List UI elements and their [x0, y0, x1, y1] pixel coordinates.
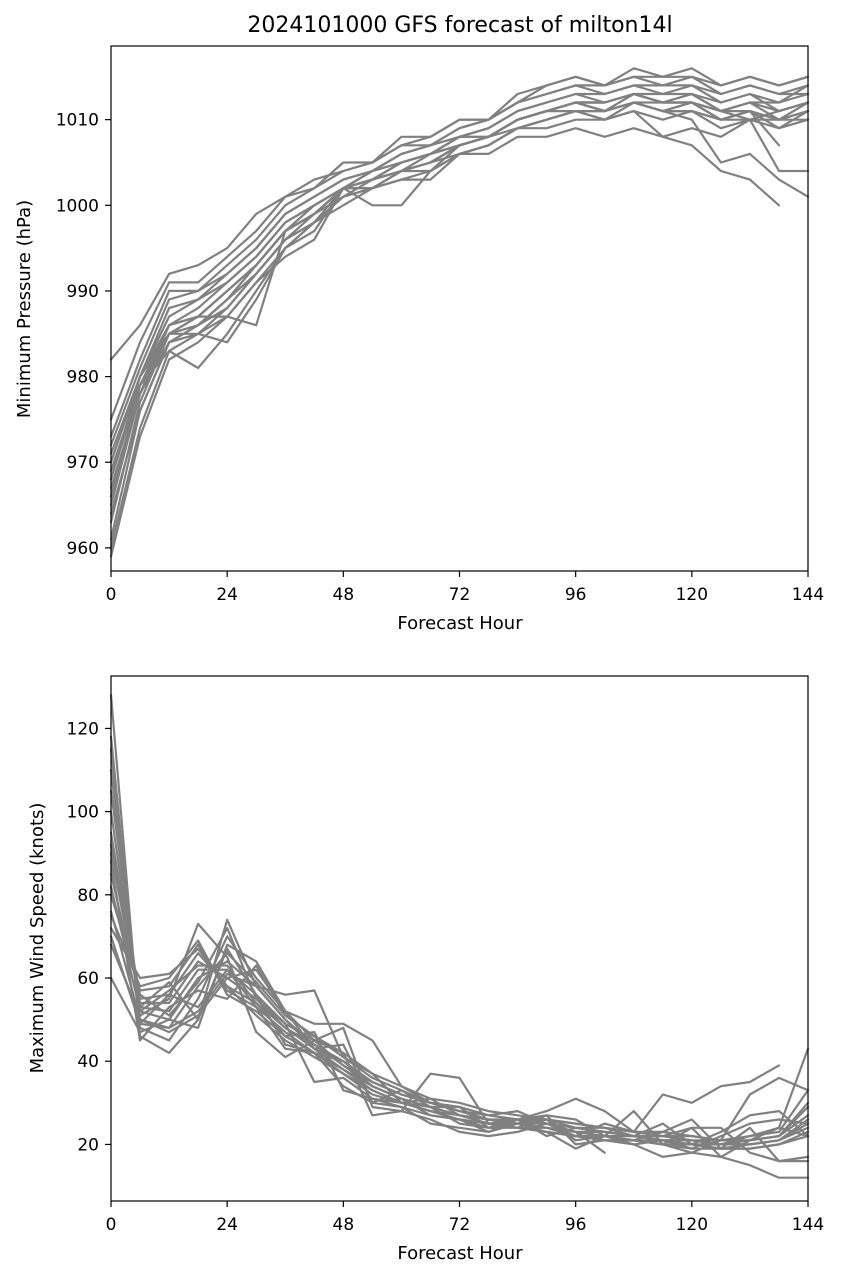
top-series-line-5 — [109, 92, 810, 481]
bottom-y-tick-label: 100 — [67, 803, 99, 823]
wind-speed-chart: 0 24 48 72 96 120 144 20 40 60 80 100 120 — [67, 675, 824, 1235]
top-x-tick-label: 0 — [106, 585, 117, 605]
bottom-series-line-10 — [109, 922, 781, 1134]
top-series-line-14 — [109, 127, 781, 489]
bottom-plot-frame — [110, 675, 809, 1202]
top-series-line-11 — [109, 109, 810, 558]
top-y-tick-label: 960 — [67, 539, 99, 559]
top-chart-y-axis-label: Minimum Pressure (hPa) — [14, 200, 35, 418]
bottom-series-line-14 — [109, 860, 810, 1159]
pressure-chart: 0 24 48 72 96 120 144 960 970 980 990 1000 1010 — [56, 45, 824, 605]
top-series-line-3 — [109, 84, 810, 447]
top-x-tick-label: 48 — [333, 585, 355, 605]
top-series-line-15 — [109, 109, 810, 481]
bottom-chart-y-axis-label: Maximum Wind Speed (knots) — [27, 803, 48, 1074]
bottom-x-tick-label: 48 — [333, 1215, 355, 1235]
top-y-tick-label: 970 — [67, 453, 99, 473]
top-x-tick-label: 120 — [676, 585, 708, 605]
bottom-y-tick-label: 120 — [67, 719, 99, 739]
bottom-series-line-5 — [109, 852, 810, 1146]
top-series-line-18 — [109, 101, 810, 464]
top-y-tick-label: 980 — [67, 368, 99, 388]
top-series-line-13 — [109, 92, 810, 455]
top-series-line-16 — [109, 101, 810, 515]
top-y-tick-label: 990 — [67, 282, 99, 302]
bottom-y-tick-label: 80 — [77, 886, 99, 906]
bottom-x-tick-label: 24 — [216, 1215, 238, 1235]
top-series-line-17 — [109, 92, 781, 498]
top-series-line-4 — [109, 84, 810, 464]
bottom-series-line-2 — [109, 768, 810, 1142]
top-x-tick-label: 72 — [449, 585, 471, 605]
bottom-y-tick-label: 20 — [77, 1135, 99, 1155]
bottom-x-tick-label: 144 — [792, 1215, 824, 1235]
bottom-y-tick-label: 60 — [77, 969, 99, 989]
bottom-series-line-16 — [109, 843, 810, 1159]
bottom-chart-x-axis-label: Forecast Hour — [397, 1243, 523, 1264]
bottom-series-line-15 — [109, 885, 810, 1150]
top-y-tick-label: 1000 — [56, 196, 99, 216]
top-chart-title: 2024101000 GFS forecast of milton14l — [247, 13, 672, 38]
top-series-line-12 — [109, 84, 810, 472]
top-x-tick-label: 96 — [565, 585, 587, 605]
bottom-x-tick-label: 120 — [676, 1215, 708, 1235]
top-series-line-8 — [109, 101, 810, 524]
bottom-x-tick-label: 0 — [106, 1215, 117, 1235]
bottom-series-line-18 — [109, 748, 810, 1146]
top-y-tick-label: 1010 — [56, 111, 99, 131]
top-x-tick-label: 144 — [792, 585, 824, 605]
bottom-y-tick-label: 40 — [77, 1052, 99, 1072]
bottom-x-tick-label: 96 — [565, 1215, 587, 1235]
top-x-tick-label: 24 — [216, 585, 238, 605]
bottom-series-line-11 — [109, 943, 606, 1154]
bottom-x-tick-label: 72 — [449, 1215, 471, 1235]
bottom-series-line-17 — [109, 789, 810, 1163]
top-series-line-9 — [109, 101, 810, 541]
top-series-line-10 — [109, 101, 810, 550]
top-chart-x-axis-label: Forecast Hour — [397, 613, 523, 634]
